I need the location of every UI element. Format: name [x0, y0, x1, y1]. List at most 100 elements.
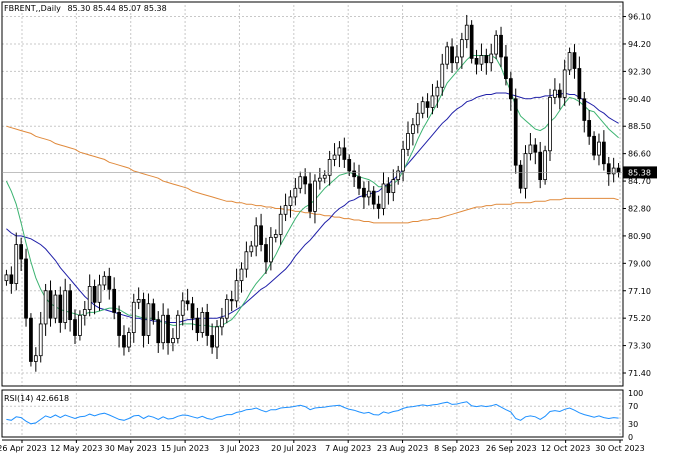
candle-body	[151, 303, 156, 321]
candle	[4, 269, 9, 286]
candle-body	[406, 133, 410, 150]
candle-body	[474, 57, 479, 65]
rsi-label: RSI(14) 42.6618	[4, 394, 69, 403]
candle-body	[396, 170, 401, 181]
candle	[411, 118, 415, 146]
candle	[606, 156, 611, 186]
candle	[469, 20, 474, 64]
candle-body	[415, 112, 420, 126]
candle-body	[469, 24, 474, 59]
last-price-box	[623, 166, 657, 179]
axes: 96.10 94.20 92.30 90.40 88.50 86.60 84.70 82.80…	[0, 1, 657, 453]
candle	[572, 44, 577, 79]
candle	[435, 80, 440, 108]
candle	[381, 171, 386, 216]
symbol-label: FBRENT,,Daily	[4, 4, 61, 13]
candle	[112, 277, 117, 320]
candle	[313, 174, 317, 224]
candle	[53, 290, 58, 324]
candle-body	[572, 52, 577, 69]
candle	[332, 143, 337, 167]
candle-body	[58, 294, 63, 323]
candle-body	[303, 176, 308, 185]
rsi-frame	[1, 389, 624, 438]
candle	[518, 160, 523, 194]
candle	[234, 268, 239, 308]
x-tick-label: 23 Aug 2023	[377, 444, 428, 453]
candle-body	[543, 150, 547, 181]
candle-body	[450, 46, 454, 64]
candle	[557, 83, 562, 110]
candle-body	[401, 148, 405, 172]
candlesticks	[4, 14, 621, 372]
candle	[48, 280, 53, 327]
ma-slow-line	[6, 125, 619, 224]
candle-body	[244, 251, 249, 270]
candle	[513, 88, 518, 174]
candle-body	[14, 244, 19, 284]
candle-body	[366, 190, 371, 198]
candle-body	[440, 63, 445, 88]
candle-body	[171, 337, 175, 344]
candle-body	[504, 56, 508, 80]
candle-body	[538, 151, 543, 181]
candle-body	[4, 274, 9, 282]
candle	[210, 323, 214, 354]
candle	[440, 53, 445, 96]
candle	[459, 32, 464, 69]
x-tick-label: 26 Apr 2023	[0, 444, 47, 453]
candle	[533, 138, 538, 165]
rsi-level-label: 0	[628, 433, 633, 442]
rsi-line	[6, 401, 619, 425]
ohlc-values: 85.30 85.44 85.07 85.38	[67, 4, 166, 13]
candle-body	[391, 179, 396, 194]
candle	[107, 267, 112, 300]
y-tick-label: 96.10	[628, 13, 651, 22]
candle	[131, 293, 136, 343]
candle-body	[381, 183, 386, 209]
candle-body	[567, 52, 572, 71]
candle	[474, 49, 479, 75]
candle-body	[553, 89, 557, 98]
candle-body	[112, 288, 117, 313]
candle	[24, 248, 28, 327]
candle-body	[239, 268, 244, 282]
candle	[523, 145, 528, 199]
grid	[2, 5, 623, 437]
candle-body	[376, 203, 381, 209]
candle	[577, 56, 582, 106]
candle	[567, 47, 572, 75]
x-tick-label: 12 Oct 2023	[541, 444, 590, 453]
candle	[117, 305, 121, 348]
candle	[166, 308, 170, 355]
candle-body	[386, 183, 391, 194]
candle	[494, 30, 498, 60]
candle	[190, 296, 195, 331]
candle	[78, 310, 82, 341]
candle	[229, 290, 234, 312]
candle-body	[273, 234, 278, 238]
candle	[269, 227, 273, 271]
candle-body	[127, 332, 131, 348]
candle-body	[205, 311, 210, 336]
y-tick-label: 94.20	[628, 40, 651, 49]
candle	[9, 266, 14, 294]
candle	[175, 310, 180, 344]
candle	[97, 274, 102, 311]
candle-body	[288, 196, 293, 207]
candle-body	[48, 290, 53, 319]
candle	[430, 83, 435, 115]
rsi-level-label: 30	[628, 420, 638, 429]
candle	[293, 178, 298, 206]
candle	[224, 294, 229, 324]
candle	[479, 43, 484, 71]
candle-body	[322, 174, 327, 179]
candle-body	[68, 290, 72, 321]
candle-body	[269, 236, 273, 263]
x-tick-label: 7 Aug 2023	[325, 444, 371, 453]
y-tick-label: 77.10	[628, 287, 651, 296]
candle-body	[102, 275, 107, 286]
candle-body	[43, 290, 48, 325]
candle-body	[229, 299, 234, 302]
candle	[464, 14, 469, 49]
